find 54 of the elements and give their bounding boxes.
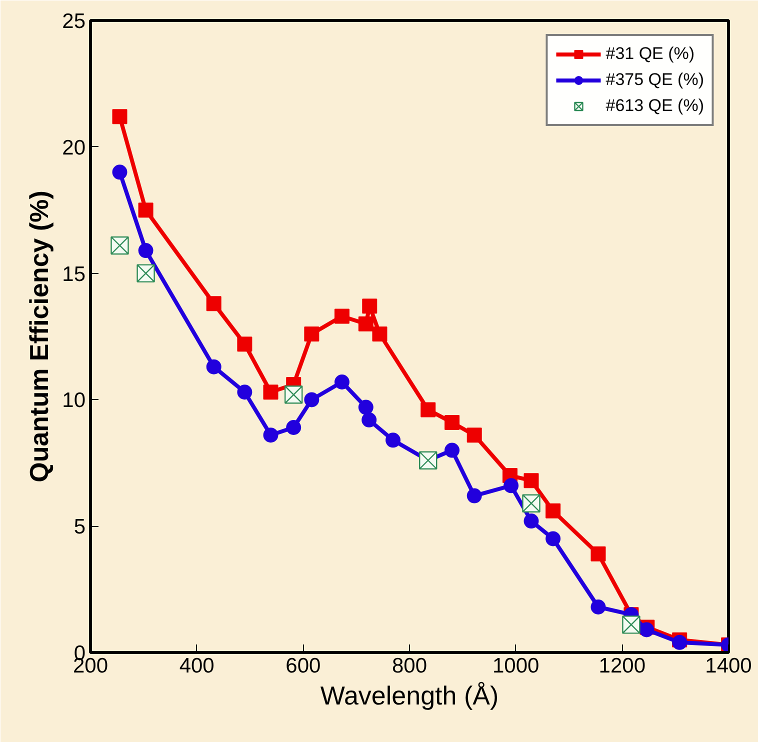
point: [284, 386, 303, 404]
x-tick-label: 800: [392, 654, 428, 678]
x-tick-label: 1200: [598, 654, 646, 678]
point: [304, 326, 320, 342]
point: [206, 296, 222, 312]
point: [466, 428, 482, 443]
point: [590, 546, 606, 562]
legend-label: #375 QE (%): [606, 70, 704, 90]
point: [334, 308, 350, 324]
point: [112, 109, 128, 124]
y-tick-label: 5: [74, 516, 86, 539]
point: [263, 384, 278, 400]
point: [546, 503, 561, 518]
point: [206, 359, 222, 374]
y-tick-label: 20: [62, 136, 86, 160]
point: [237, 384, 252, 400]
point: [524, 473, 539, 488]
point: [524, 514, 539, 529]
point: [138, 202, 154, 218]
point: [444, 414, 460, 430]
point: [444, 442, 460, 458]
point: [263, 428, 278, 443]
point: [358, 316, 374, 332]
point: [590, 600, 606, 614]
point: [110, 236, 129, 255]
x-tick-label: 400: [179, 654, 214, 678]
point: [622, 616, 640, 634]
point: [386, 432, 401, 448]
y-tick-label: 25: [62, 10, 86, 33]
x-tick-label: 600: [286, 654, 321, 678]
x-axis-title: Wavelength (Å): [320, 680, 499, 710]
legend-label: #31 QE (%): [606, 44, 695, 64]
point: [112, 164, 128, 180]
x-tick-label: 1000: [492, 654, 540, 678]
point: [546, 531, 561, 546]
point: [237, 336, 252, 352]
point: [334, 374, 350, 390]
y-tick-label: 10: [62, 389, 86, 412]
y-tick-label: 15: [62, 262, 86, 286]
point: [372, 326, 388, 342]
point: [138, 243, 154, 258]
point: [286, 420, 302, 435]
point: [304, 392, 320, 408]
point: [362, 298, 378, 314]
point: [504, 478, 519, 494]
x-tick-label: 1400: [705, 654, 752, 678]
point: [466, 488, 482, 504]
point: [136, 264, 155, 282]
point: [362, 412, 377, 428]
point: [420, 402, 436, 418]
point: [358, 400, 374, 415]
y-axis-title: Quantum Efficiency (%): [24, 190, 54, 482]
legend-label: #613 QE (%): [606, 96, 704, 116]
point: [522, 494, 540, 512]
